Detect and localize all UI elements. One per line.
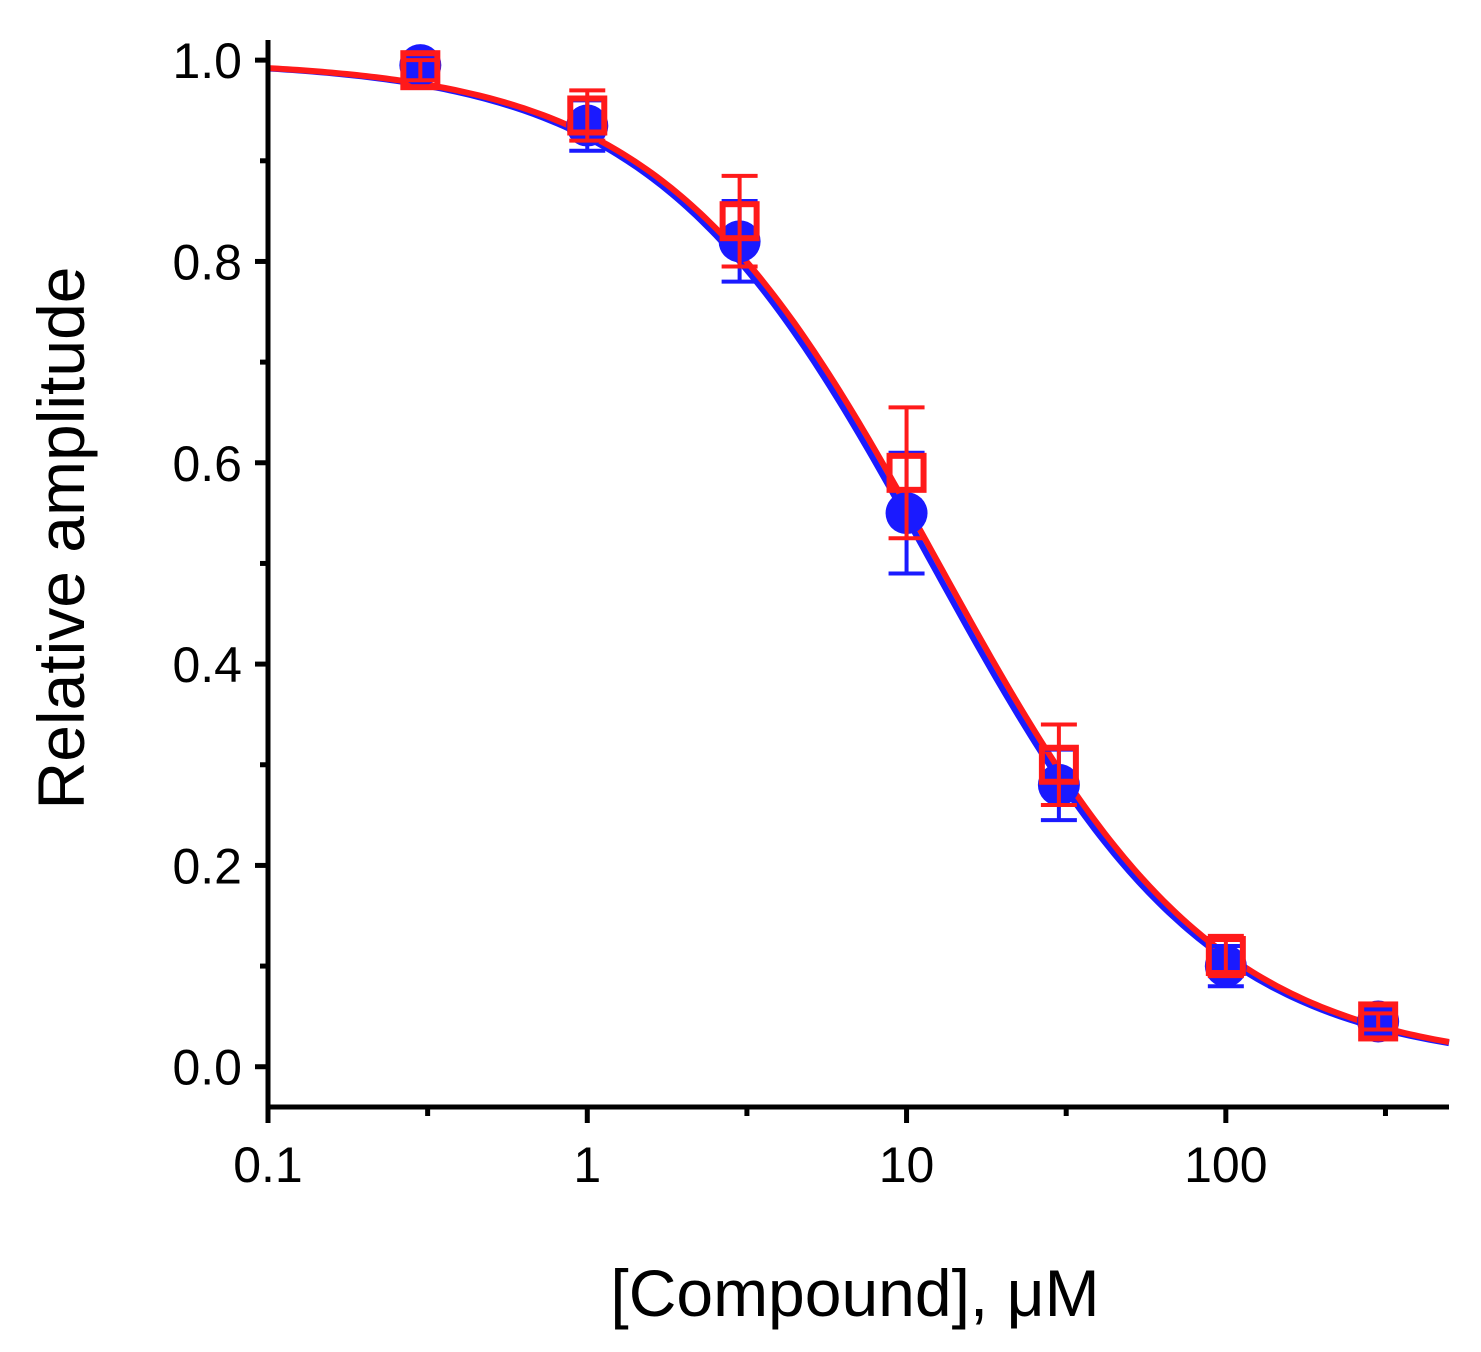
x-tick-label: 0.1 [233, 1137, 303, 1193]
y-tick-label: 0.6 [172, 436, 242, 492]
x-axis-title: [Compound], μM [610, 1256, 1099, 1330]
y-tick-label: 0.2 [172, 838, 242, 894]
data-point-square [886, 452, 927, 493]
data-points [399, 44, 1400, 1043]
x-tick-label: 10 [879, 1137, 935, 1193]
fit-curves [267, 65, 1450, 1047]
fit-curve-2 [267, 65, 1450, 1045]
axes: 0.0 0.2 0.4 0.6 0.8 1.0 0.1 1 10 100 [172, 33, 1449, 1193]
y-axis-title: Relative amplitude [24, 267, 98, 810]
data-point-square [1358, 1001, 1399, 1042]
x-tick-label: 1 [573, 1137, 601, 1193]
fit-curve-1 [267, 65, 1450, 1047]
y-tick-label: 0.4 [172, 637, 242, 693]
data-point-square [400, 50, 441, 91]
data-point-square [719, 201, 760, 242]
x-tick-label: 100 [1184, 1137, 1267, 1193]
data-point-square [567, 95, 608, 136]
y-tick-label: 0.0 [172, 1040, 242, 1096]
data-point-square [1205, 936, 1246, 977]
y-tick-label: 0.8 [172, 234, 242, 290]
y-tick-label: 1.0 [172, 33, 242, 89]
data-point-square [1038, 744, 1079, 785]
